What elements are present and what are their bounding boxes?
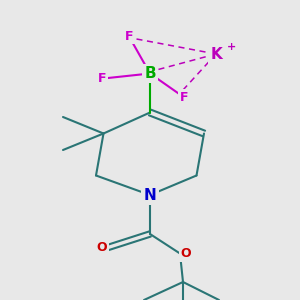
Text: F: F <box>98 71 106 85</box>
Text: B: B <box>144 66 156 81</box>
Text: F: F <box>125 29 133 43</box>
Text: K: K <box>210 46 222 62</box>
Text: O: O <box>181 247 191 260</box>
Text: F: F <box>180 91 189 104</box>
Text: N: N <box>144 188 156 202</box>
Text: O: O <box>97 241 107 254</box>
Text: +: + <box>226 41 236 52</box>
